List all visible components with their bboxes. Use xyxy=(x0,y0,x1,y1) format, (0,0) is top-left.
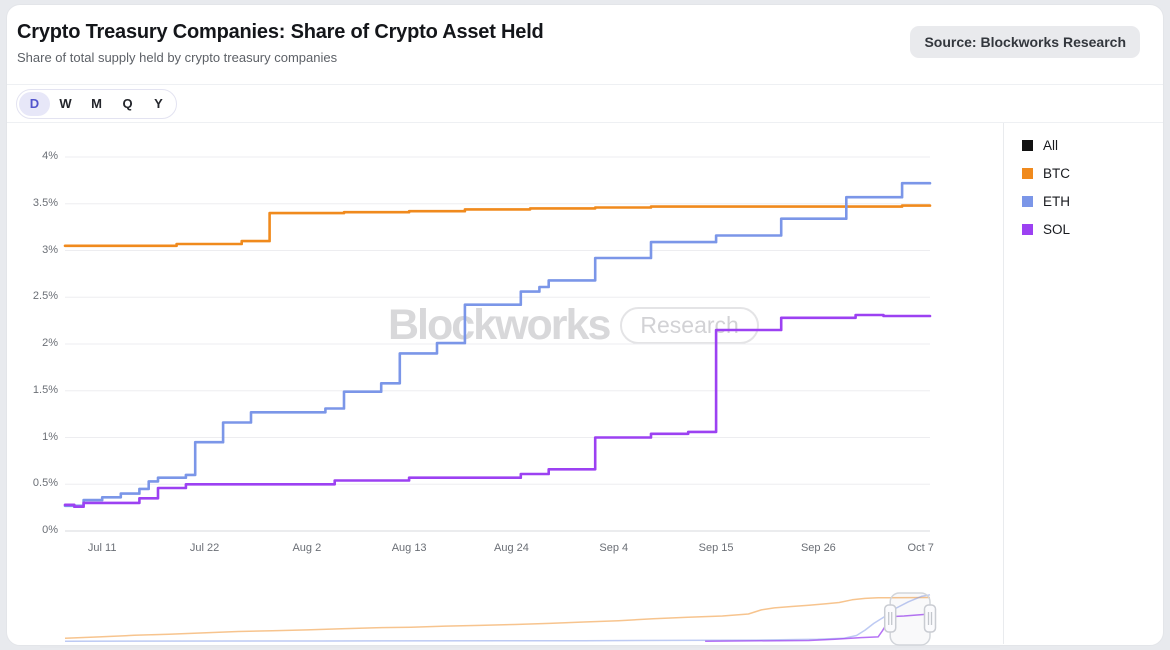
x-axis-tick: Sep 15 xyxy=(698,542,734,554)
minimap-line-eth xyxy=(64,594,931,642)
y-axis-tick: 0.5% xyxy=(32,477,58,490)
brush-handle-right[interactable] xyxy=(923,604,937,633)
watermark-research-pill: Research xyxy=(620,307,759,344)
watermark-brand: Blockworks xyxy=(388,301,611,349)
y-axis-tick: 2% xyxy=(42,337,58,349)
watermark: Blockworks Research xyxy=(388,301,759,350)
legend-label: BTC xyxy=(1043,166,1070,181)
range-button-y[interactable]: Y xyxy=(154,96,163,111)
range-button-m[interactable]: M xyxy=(91,96,102,111)
y-axis-tick: 1.5% xyxy=(32,383,58,396)
brush-handle-left[interactable] xyxy=(883,604,897,633)
x-axis-tick: Oct 7 xyxy=(907,542,934,554)
chart-card xyxy=(6,4,1164,646)
y-axis-tick: 3.5% xyxy=(32,196,58,209)
legend-label: All xyxy=(1043,138,1059,153)
x-axis-tick: Aug 2 xyxy=(292,542,322,554)
x-axis-tick: Aug 24 xyxy=(494,542,529,554)
legend-label: ETH xyxy=(1043,194,1070,209)
series-line-eth xyxy=(63,181,932,508)
page-subtitle: Share of total supply held by crypto tre… xyxy=(17,50,338,65)
y-axis-tick: 1% xyxy=(42,430,58,443)
legend-swatch-eth xyxy=(1022,196,1033,207)
range-button-q[interactable]: Q xyxy=(122,96,133,111)
range-button-w[interactable]: W xyxy=(59,96,72,111)
series-line-sol xyxy=(63,313,932,508)
legend-item-all[interactable]: All xyxy=(1022,138,1070,153)
legend-item-sol[interactable]: SOL xyxy=(1022,222,1070,237)
page-title: Crypto Treasury Companies: Share of Cryp… xyxy=(17,21,544,43)
minimap-line-sol xyxy=(705,613,931,642)
source-badge: Source: Blockworks Research xyxy=(910,26,1140,58)
y-axis-tick: 4% xyxy=(42,150,58,162)
y-axis-tick: 3% xyxy=(42,243,58,256)
legend-swatch-btc xyxy=(1022,168,1033,179)
minimap-line-btc xyxy=(64,596,931,640)
y-axis-tick: 0% xyxy=(42,524,58,536)
legend-item-eth[interactable]: ETH xyxy=(1022,194,1070,209)
legend-label: SOL xyxy=(1043,222,1071,237)
legend-swatch-all xyxy=(1022,140,1033,151)
legend-item-btc[interactable]: BTC xyxy=(1022,166,1070,181)
toolbar-divider xyxy=(7,122,1163,123)
legend-swatch-sol xyxy=(1022,224,1033,235)
series-line-btc xyxy=(63,204,932,248)
x-axis-tick: Sep 26 xyxy=(800,542,836,554)
range-button-d[interactable]: D xyxy=(19,92,50,116)
chart-legend: All BTC ETH SOL xyxy=(1022,138,1070,237)
x-axis-tick: Jul 11 xyxy=(87,542,117,554)
x-axis-tick: Jul 22 xyxy=(189,542,220,554)
y-axis-tick: 2.5% xyxy=(32,290,58,303)
header-divider xyxy=(7,84,1163,85)
x-axis-tick: Aug 13 xyxy=(391,542,427,554)
legend-divider xyxy=(1003,123,1004,644)
x-axis-tick: Sep 4 xyxy=(599,542,629,554)
